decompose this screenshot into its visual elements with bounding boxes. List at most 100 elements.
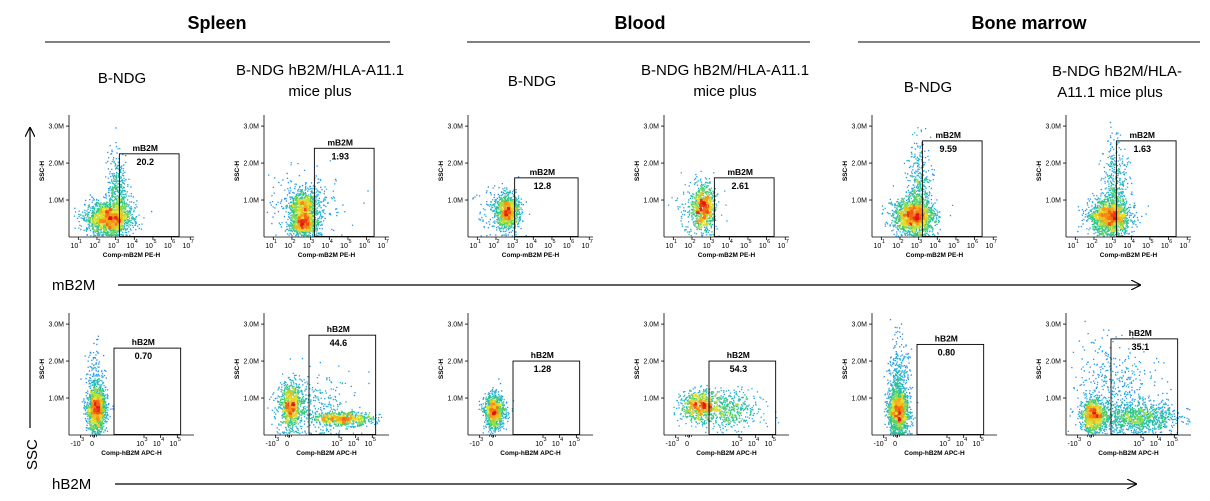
event-dots	[897, 402, 905, 418]
flow-plot-0-5: 1.0M2.0M3.0MSSC-H101102103104105106107Co…	[1036, 115, 1191, 259]
x-tick-label: 10	[164, 243, 172, 250]
event-dots	[93, 213, 104, 221]
event-dots	[699, 204, 716, 229]
event-dots	[287, 387, 375, 427]
gate-name: hB2M	[1129, 328, 1152, 338]
x-tick-exponent: 3	[711, 239, 714, 245]
gate-percent: 9.59	[939, 144, 957, 154]
x-tick-label: 10	[892, 243, 900, 250]
event-dots	[480, 389, 514, 433]
x-tick-label: -10	[1068, 441, 1078, 448]
gate-box	[1115, 140, 1177, 237]
y-tick-label: 2.0M	[1045, 161, 1061, 168]
event-dots	[504, 198, 521, 218]
x-tick-label: 10	[108, 243, 116, 250]
x-tick-label: 10	[348, 441, 356, 448]
event-dots	[1101, 207, 1121, 220]
flow-plot-0-2: 1.0M2.0M3.0MSSC-H101102103104105106107Co…	[438, 115, 593, 259]
x-axis-label: Comp-mB2M PE-H	[298, 252, 356, 259]
flow-plot-0-3: 1.0M2.0M3.0MSSC-H101102103104105106107Co…	[634, 115, 789, 259]
x-tick-label: 0	[489, 441, 493, 448]
x-tick-label: 10	[284, 243, 292, 250]
event-dots	[504, 216, 509, 221]
x-tick-exponent: 2	[692, 239, 695, 245]
flow-plot-0-4: 1.0M2.0M3.0MSSC-H101102103104105106107Co…	[842, 115, 997, 259]
event-dots	[96, 408, 103, 419]
event-dots	[288, 193, 320, 234]
event-dots	[1086, 157, 1129, 237]
x-tick-exponent: 3	[884, 437, 887, 443]
sample-label: mice plus	[288, 83, 351, 100]
y-tick-label: 1.0M	[643, 198, 659, 205]
x-tick-label: 10	[365, 441, 373, 448]
x-tick-exponent: 1	[79, 239, 82, 245]
gate-name: mB2M	[935, 130, 961, 140]
gate-box	[113, 347, 182, 435]
y-tick-label: 1.0M	[1045, 198, 1061, 205]
x-tick-exponent: 1	[1076, 239, 1079, 245]
gate-box	[512, 360, 581, 435]
event-dots	[894, 396, 901, 428]
event-dots	[498, 213, 518, 224]
event-dots	[93, 408, 98, 413]
x-tick-exponent: 3	[1142, 437, 1145, 443]
event-dots	[277, 378, 370, 435]
event-dots	[1095, 397, 1165, 434]
x-tick-exponent: 3	[81, 437, 84, 443]
x-tick-label: 10	[1179, 243, 1187, 250]
y-tick-label: 3.0M	[851, 322, 867, 329]
y-axis-label: SSC-H	[1036, 359, 1043, 380]
event-dots	[906, 213, 917, 227]
x-tick-exponent: 4	[560, 437, 563, 443]
event-dots	[1089, 408, 1094, 413]
sample-label: B-NDG	[508, 73, 556, 90]
event-dots	[492, 411, 497, 416]
event-dots	[702, 402, 707, 407]
x-tick-label: 10	[956, 441, 964, 448]
x-tick-label: 10	[703, 243, 711, 250]
event-dots	[492, 399, 497, 404]
event-dots	[696, 192, 713, 217]
gate-name: mB2M	[530, 167, 556, 177]
mb2m-arrow-label: mB2M	[52, 277, 95, 294]
x-tick-label: 10	[1133, 441, 1141, 448]
x-tick-exponent: 5	[981, 437, 984, 443]
x-axis-label: Comp-mB2M PE-H	[103, 252, 161, 259]
x-tick-exponent: 4	[964, 437, 967, 443]
event-dots	[108, 216, 113, 221]
event-dots	[90, 397, 106, 433]
y-tick-label: 2.0M	[1045, 359, 1061, 366]
sample-label: mice plus	[693, 83, 756, 100]
event-dots	[93, 201, 127, 233]
x-axis-label: Comp-hB2M APC-H	[696, 450, 757, 457]
event-dots	[87, 399, 107, 427]
x-tick-exponent: 4	[756, 437, 759, 443]
event-dots	[1101, 213, 1106, 218]
y-axis-label: SSC-H	[1036, 161, 1043, 182]
x-axis-label: Comp-hB2M APC-H	[101, 450, 162, 457]
event-dots	[285, 387, 365, 425]
x-tick-exponent: 5	[552, 239, 555, 245]
y-axis-label: SSC-H	[842, 161, 849, 182]
event-dots	[891, 408, 895, 413]
event-dots	[294, 207, 311, 230]
event-dots	[510, 201, 514, 206]
event-dots	[489, 399, 503, 418]
x-tick-label: 0	[685, 441, 689, 448]
event-dots	[504, 210, 509, 215]
event-dots	[696, 201, 710, 221]
event-dots	[507, 210, 512, 215]
event-dots	[288, 393, 347, 419]
x-tick-exponent: 3	[948, 437, 951, 443]
event-dots	[1083, 412, 1088, 416]
y-tick-label: 2.0M	[851, 161, 867, 168]
x-tick-exponent: 6	[1169, 239, 1172, 245]
event-dots	[90, 399, 104, 419]
x-tick-exponent: 3	[919, 239, 922, 245]
y-tick-label: 2.0M	[48, 161, 64, 168]
event-dots	[897, 402, 902, 407]
event-dots	[300, 219, 308, 230]
x-tick-exponent: 3	[544, 437, 547, 443]
x-tick-label: 10	[765, 441, 773, 448]
